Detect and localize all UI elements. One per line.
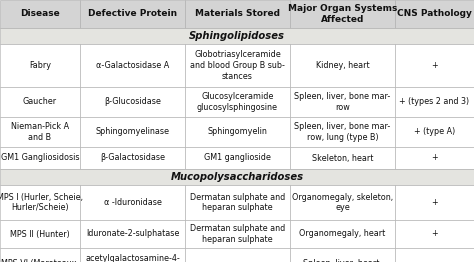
- Bar: [395, 44, 474, 87]
- Text: acetylgalactosamine-4-
sulphatase (arylsulpha-
tase B): acetylgalactosamine-4- sulphatase (aryls…: [85, 254, 180, 262]
- Bar: [80, 220, 185, 248]
- Bar: [0, 185, 80, 220]
- Bar: [185, 220, 290, 248]
- Bar: [395, 248, 474, 262]
- Text: Defective Protein: Defective Protein: [88, 9, 177, 19]
- Text: +: +: [431, 230, 438, 238]
- Bar: [80, 44, 185, 87]
- Bar: [0, 117, 80, 147]
- Bar: [290, 0, 395, 28]
- Text: GM1 ganglioside: GM1 ganglioside: [204, 154, 271, 162]
- Text: Iduronate-2-sulphatase: Iduronate-2-sulphatase: [86, 230, 179, 238]
- Bar: [290, 220, 395, 248]
- Bar: [395, 185, 474, 220]
- Text: MPS VI (Maroteaux-
Lamy): MPS VI (Maroteaux- Lamy): [1, 259, 79, 262]
- Bar: [290, 147, 395, 169]
- Text: MPS I (Hurler, Scheie,
Hurler/Scheie): MPS I (Hurler, Scheie, Hurler/Scheie): [0, 193, 83, 212]
- Bar: [185, 248, 290, 262]
- Bar: [185, 185, 290, 220]
- Bar: [395, 117, 474, 147]
- Text: MPS II (Hunter): MPS II (Hunter): [10, 230, 70, 238]
- Text: Mucopolysaccharidoses: Mucopolysaccharidoses: [171, 172, 303, 182]
- Text: Organomegaly, heart: Organomegaly, heart: [300, 230, 386, 238]
- Text: Skeleton, heart: Skeleton, heart: [312, 154, 373, 162]
- Text: +: +: [431, 154, 438, 162]
- Bar: [395, 87, 474, 117]
- Text: Disease: Disease: [20, 9, 60, 19]
- Text: Nieman-Pick A
and B: Nieman-Pick A and B: [11, 122, 69, 142]
- Text: +: +: [431, 198, 438, 207]
- Bar: [0, 0, 80, 28]
- Text: β-Galactosidase: β-Galactosidase: [100, 154, 165, 162]
- Bar: [395, 220, 474, 248]
- Bar: [290, 44, 395, 87]
- Bar: [80, 87, 185, 117]
- Text: Sphingomyelinase: Sphingomyelinase: [95, 128, 170, 137]
- Text: + (types 2 and 3): + (types 2 and 3): [400, 97, 470, 106]
- Text: Spleen, liver, heart,
macrocephaly,: Spleen, liver, heart, macrocephaly,: [303, 259, 382, 262]
- Bar: [185, 0, 290, 28]
- Bar: [185, 87, 290, 117]
- Text: Dermatan sulphate and
heparan sulphate: Dermatan sulphate and heparan sulphate: [190, 224, 285, 244]
- Text: CNS Pathology: CNS Pathology: [397, 9, 472, 19]
- Text: Gaucher: Gaucher: [23, 97, 57, 106]
- Text: α-Galactosidase A: α-Galactosidase A: [96, 61, 169, 70]
- Bar: [80, 248, 185, 262]
- Text: Fabry: Fabry: [29, 61, 51, 70]
- Bar: [0, 87, 80, 117]
- Text: + (type A): + (type A): [414, 128, 455, 137]
- Bar: [185, 117, 290, 147]
- Bar: [0, 220, 80, 248]
- Bar: [0, 147, 80, 169]
- Bar: [0, 248, 80, 262]
- Bar: [185, 147, 290, 169]
- Text: Globotriasylceramide
and blood Group B sub-
stances: Globotriasylceramide and blood Group B s…: [190, 50, 285, 81]
- Bar: [185, 44, 290, 87]
- Bar: [80, 147, 185, 169]
- Text: α -Iduronidase: α -Iduronidase: [103, 198, 162, 207]
- Text: Sphingomyelin: Sphingomyelin: [208, 128, 267, 137]
- Bar: [0, 28, 474, 44]
- Bar: [0, 44, 80, 87]
- Text: Spleen, liver, bone mar-
row: Spleen, liver, bone mar- row: [294, 92, 391, 112]
- Text: Materials Stored: Materials Stored: [195, 9, 280, 19]
- Text: β-Glucosidase: β-Glucosidase: [104, 97, 161, 106]
- Text: Spleen, liver, bone mar-
row, lung (type B): Spleen, liver, bone mar- row, lung (type…: [294, 122, 391, 142]
- Bar: [80, 185, 185, 220]
- Bar: [395, 0, 474, 28]
- Bar: [80, 0, 185, 28]
- Text: +: +: [431, 61, 438, 70]
- Bar: [0, 169, 474, 185]
- Text: GM1 Gangliosidosis: GM1 Gangliosidosis: [1, 154, 79, 162]
- Text: Sphingolipidoses: Sphingolipidoses: [189, 31, 285, 41]
- Bar: [290, 185, 395, 220]
- Text: Dermatan sulphate and
heparan sulphate: Dermatan sulphate and heparan sulphate: [190, 193, 285, 212]
- Text: Major Organ Systems
Affected: Major Organ Systems Affected: [288, 4, 397, 24]
- Bar: [290, 117, 395, 147]
- Text: Kidney, heart: Kidney, heart: [316, 61, 369, 70]
- Bar: [80, 117, 185, 147]
- Bar: [290, 87, 395, 117]
- Bar: [290, 248, 395, 262]
- Text: Organomegaly, skeleton,
eye: Organomegaly, skeleton, eye: [292, 193, 393, 212]
- Text: Glucosylceramide
glucosylsphingosine: Glucosylceramide glucosylsphingosine: [197, 92, 278, 112]
- Bar: [395, 147, 474, 169]
